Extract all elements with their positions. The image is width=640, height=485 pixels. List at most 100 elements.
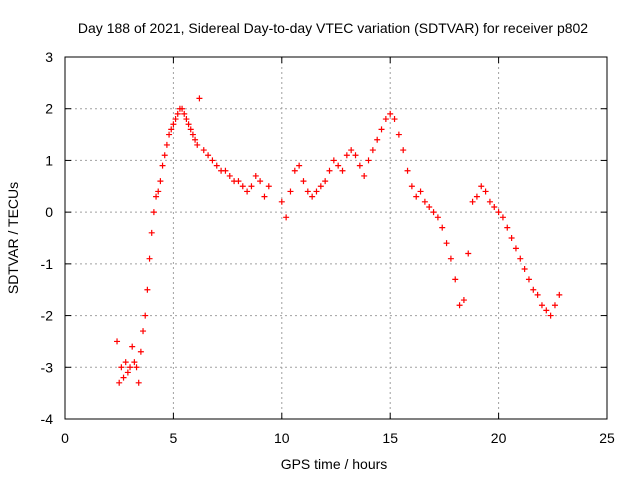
data-point-plus	[155, 188, 162, 195]
data-point-plus	[300, 178, 307, 185]
data-point-plus	[166, 131, 173, 138]
data-point-plus	[395, 131, 402, 138]
data-point-plus	[127, 364, 134, 371]
data-point-plus	[239, 183, 246, 190]
data-series	[114, 95, 563, 386]
data-point-plus	[473, 193, 480, 200]
data-point-plus	[356, 162, 363, 169]
data-point-plus	[551, 302, 558, 309]
data-point-plus	[443, 240, 450, 247]
data-point-plus	[404, 167, 411, 174]
data-point-plus	[120, 374, 127, 381]
data-point-plus	[209, 157, 216, 164]
data-point-plus	[508, 235, 515, 241]
data-point-plus	[304, 188, 311, 195]
data-point-plus	[150, 209, 157, 216]
data-point-plus	[159, 162, 166, 169]
data-point-plus	[144, 286, 151, 293]
data-point-plus	[382, 116, 389, 123]
data-point-plus	[521, 266, 528, 273]
plot-frame	[64, 56, 608, 420]
data-point-plus	[486, 198, 493, 205]
data-point-plus	[140, 328, 147, 335]
data-point-plus	[252, 172, 259, 179]
data-point-plus	[200, 147, 207, 154]
data-point-plus	[309, 193, 316, 200]
data-point-plus	[482, 188, 489, 195]
data-point-plus	[205, 152, 212, 159]
y-tick-label: 1	[45, 152, 53, 168]
data-point-plus	[317, 183, 324, 190]
data-point-plus	[183, 116, 190, 123]
data-point-plus	[400, 147, 407, 154]
data-point-plus	[547, 312, 554, 319]
data-point-plus	[142, 312, 149, 319]
data-point-plus	[504, 224, 511, 231]
data-point-plus	[131, 359, 138, 366]
data-point-plus	[369, 147, 376, 154]
data-point-plus	[439, 224, 446, 231]
data-point-plus	[387, 110, 394, 117]
tick-label-layer: 0 5 10 15 20 25 -4 -3 -2 -1 0 1 2 3	[41, 49, 615, 446]
data-point-plus	[161, 152, 168, 159]
data-point-plus	[417, 188, 424, 195]
data-point-plus	[361, 172, 368, 179]
data-point-plus	[543, 307, 550, 314]
data-point-plus	[495, 209, 502, 216]
data-point-plus	[413, 193, 420, 200]
data-point-plus	[517, 255, 524, 262]
y-tick-label: 2	[45, 101, 53, 117]
data-point-plus	[430, 209, 437, 216]
data-point-plus	[287, 188, 294, 195]
x-tick-label: 0	[61, 430, 69, 446]
data-point-plus	[244, 188, 251, 195]
data-point-plus	[213, 162, 220, 169]
y-tick-label: -2	[41, 308, 54, 324]
data-point-plus	[118, 364, 125, 371]
x-axis-label: GPS time / hours	[281, 456, 388, 472]
data-point-plus	[491, 203, 498, 210]
data-point-plus	[235, 178, 242, 185]
data-point-plus	[469, 198, 476, 205]
data-point-plus	[157, 178, 164, 185]
x-tick-label: 25	[599, 430, 615, 446]
data-point-plus	[322, 178, 329, 185]
data-point-plus	[261, 193, 268, 200]
data-point-plus	[421, 198, 428, 205]
data-point-plus	[163, 141, 170, 148]
data-point-plus	[339, 167, 346, 174]
x-tick-label: 10	[274, 430, 290, 446]
data-point-plus	[538, 302, 545, 309]
data-point-plus	[168, 126, 175, 133]
data-point-plus	[265, 183, 272, 190]
x-tick-label: 5	[170, 430, 178, 446]
data-point-plus	[374, 136, 381, 143]
y-tick-label: -4	[41, 411, 54, 427]
chart-title: Day 188 of 2021, Sidereal Day-to-day VTE…	[78, 20, 588, 36]
data-point-plus	[447, 255, 454, 262]
data-point-plus	[391, 116, 398, 123]
data-point-plus	[194, 141, 201, 148]
data-point-plus	[335, 162, 342, 169]
data-point-plus	[534, 291, 541, 298]
data-point-plus	[326, 167, 333, 174]
data-point-plus	[133, 364, 140, 371]
y-axis-label: SDTVAR / TECUs	[5, 182, 21, 294]
data-point-plus	[525, 276, 532, 283]
data-point-plus	[226, 172, 233, 179]
y-tick-label: 3	[45, 49, 53, 65]
data-point-plus	[116, 379, 123, 386]
data-point-plus	[465, 250, 472, 257]
data-point-plus	[352, 152, 359, 159]
data-point-plus	[148, 229, 155, 236]
y-tick-label: 0	[45, 204, 53, 220]
data-point-plus	[192, 136, 199, 143]
data-point-plus	[556, 291, 563, 298]
data-point-plus	[179, 105, 186, 112]
y-tick-label: -3	[41, 359, 54, 375]
data-point-plus	[283, 214, 290, 221]
data-point-plus	[124, 369, 131, 376]
x-tick-label: 15	[382, 430, 398, 446]
data-point-plus	[278, 198, 285, 205]
